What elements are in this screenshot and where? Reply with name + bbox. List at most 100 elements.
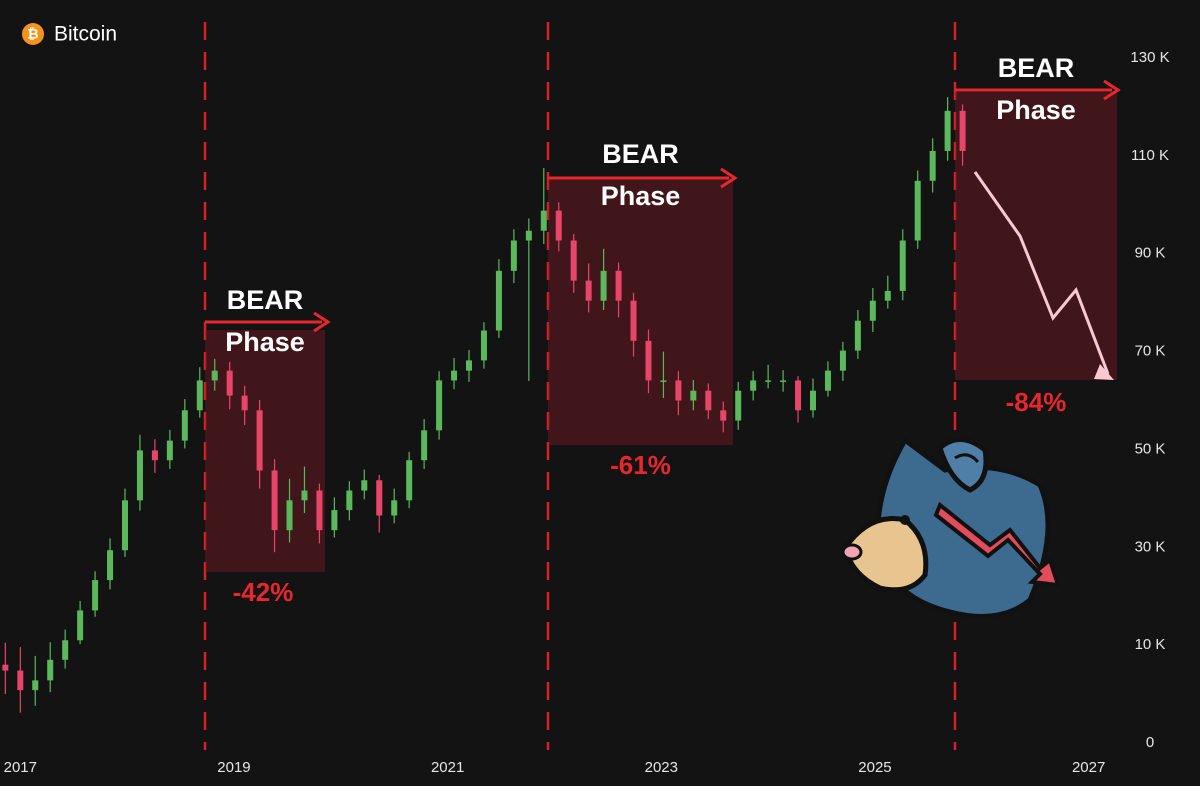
candle-body: [62, 640, 69, 660]
bear-zone: [955, 92, 1117, 380]
candle-body: [196, 380, 203, 411]
candle-body: [720, 410, 727, 421]
y-tick-label: 110 K: [1131, 147, 1169, 164]
candle-body: [884, 290, 891, 301]
candle-body: [241, 395, 248, 411]
candle-body: [735, 390, 742, 421]
y-tick-label: 130 K: [1130, 49, 1169, 66]
bear-title: BEAR: [998, 53, 1075, 83]
candle-body: [32, 680, 39, 691]
candle-body: [92, 580, 99, 611]
candle-body: [2, 664, 9, 671]
logo: [22, 23, 44, 45]
candle-body: [316, 490, 323, 531]
candle-body: [286, 500, 293, 531]
bear-arrowhead: [1103, 79, 1121, 101]
x-tick-label: 2027: [1072, 759, 1105, 776]
candle-body: [361, 480, 368, 491]
candle-body: [376, 480, 383, 516]
y-tick-label: 10 K: [1135, 636, 1166, 653]
candle-body: [690, 390, 697, 401]
candle-body: [331, 510, 338, 531]
candle-body: [510, 240, 517, 271]
candle-body: [271, 470, 278, 531]
candle-body: [451, 370, 458, 381]
bear-zone: [548, 178, 733, 445]
candle-body: [121, 500, 128, 551]
bear-subtitle: Phase: [601, 181, 681, 211]
candle-body: [421, 430, 428, 461]
candle-body: [17, 670, 24, 691]
logo-symbol: ₿: [27, 26, 38, 42]
candle-body: [750, 380, 757, 391]
candle-body: [436, 380, 443, 431]
candle-body: [899, 240, 906, 291]
bear-zones: [203, 22, 1121, 750]
x-tick-label: 2021: [431, 759, 464, 776]
candle-body: [47, 659, 54, 681]
x-tick-label: 2023: [645, 759, 678, 776]
candle-body: [406, 460, 413, 501]
candle-body: [959, 110, 966, 151]
x-tick-label: 2017: [4, 759, 37, 776]
candle-body: [615, 270, 622, 301]
candle-body: [107, 550, 114, 581]
chart-title: Bitcoin: [54, 23, 117, 46]
candle-body: [824, 370, 831, 391]
candle-body: [211, 370, 218, 381]
candle-body: [585, 280, 592, 301]
bear-change: -84%: [1006, 387, 1067, 417]
x-tick-label: 2019: [217, 759, 250, 776]
candle-body: [480, 330, 487, 361]
candle-body: [795, 380, 802, 411]
candle-body: [600, 270, 607, 301]
candle-body: [869, 300, 876, 321]
candle-body: [181, 410, 188, 441]
candles: [2, 97, 966, 713]
candle-body: [645, 340, 652, 381]
candle-body: [77, 610, 84, 641]
candle-body: [705, 390, 712, 411]
bear-subtitle: Phase: [225, 327, 305, 357]
projection-line: [973, 171, 1110, 375]
bear-change: -42%: [233, 577, 294, 607]
candle-body: [540, 210, 547, 231]
candle-body: [495, 270, 502, 331]
candle-body: [944, 110, 951, 151]
candle-body: [570, 240, 577, 281]
y-tick-label: 90 K: [1135, 245, 1166, 262]
y-tick-label: 30 K: [1135, 538, 1166, 555]
bear-title: BEAR: [227, 285, 304, 315]
candle-body: [810, 390, 817, 411]
candle-body: [630, 300, 637, 341]
candle-body: [465, 360, 472, 371]
candle-body: [136, 450, 143, 501]
candle-body: [525, 230, 532, 241]
candle-body: [301, 490, 308, 501]
y-tick-label: 0: [1146, 734, 1154, 751]
bear-arrowhead: [720, 167, 738, 189]
candle-body: [780, 380, 787, 382]
bear-change: -61%: [610, 450, 671, 480]
candle-body: [555, 210, 562, 241]
candle-body: [391, 500, 398, 516]
candle-body: [166, 440, 173, 461]
candle-body: [226, 370, 233, 396]
candle-body: [256, 410, 263, 471]
candle-body: [839, 350, 846, 371]
bear-zone: [205, 330, 325, 572]
candle-body: [675, 380, 682, 401]
candle-body: [660, 380, 667, 382]
bear-icon: [841, 436, 1061, 619]
bear-arrowhead: [313, 311, 331, 333]
x-tick-label: 2025: [858, 759, 891, 776]
bear-title: BEAR: [602, 139, 679, 169]
candle-body: [151, 450, 158, 461]
candle-body: [765, 380, 772, 382]
candle-body: [914, 180, 921, 241]
y-tick-label: 70 K: [1135, 343, 1166, 360]
candle-body: [854, 320, 861, 351]
candle-body: [346, 490, 353, 511]
projection-arrowhead: [1094, 364, 1114, 380]
